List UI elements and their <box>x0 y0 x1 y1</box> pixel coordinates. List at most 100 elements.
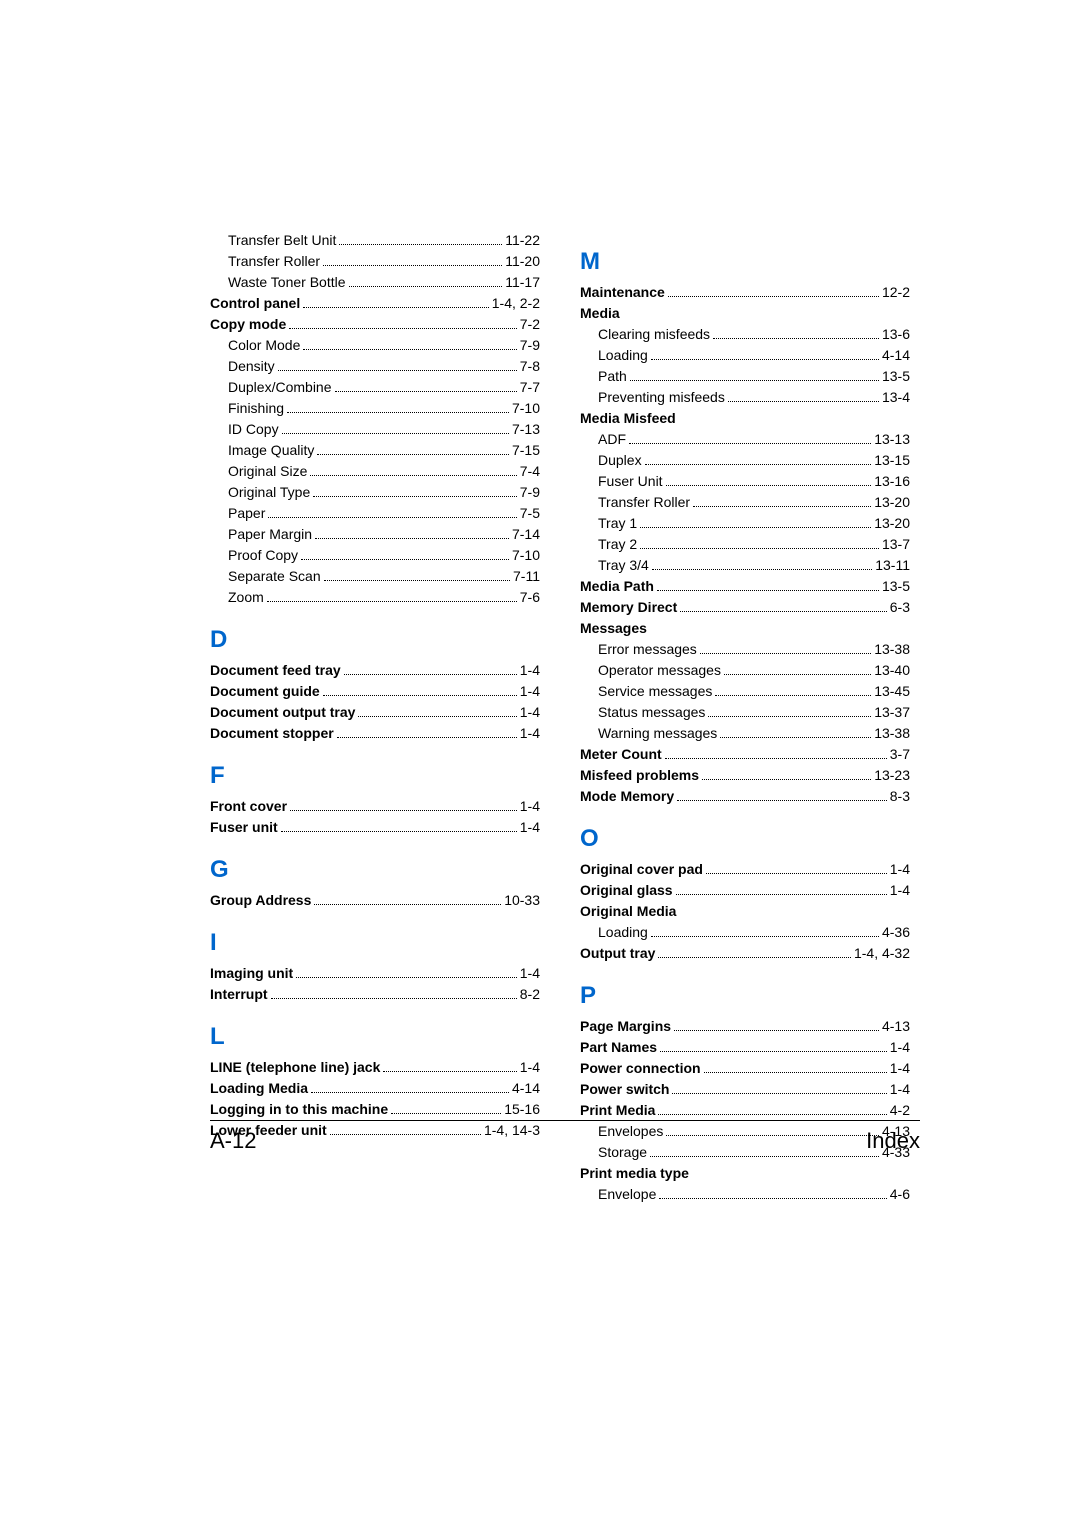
entry-label: Document feed tray <box>210 660 341 681</box>
section-letter: L <box>210 1023 540 1051</box>
entry-label: Service messages <box>598 681 712 702</box>
index-entry: Duplex/Combine7-7 <box>210 377 540 398</box>
leader-dots <box>704 1072 887 1073</box>
leader-dots <box>296 977 517 978</box>
leader-dots <box>651 936 879 937</box>
index-entry: Fuser Unit13-16 <box>580 471 910 492</box>
leader-dots <box>651 359 879 360</box>
index-entry: LINE (telephone line) jack1-4 <box>210 1057 540 1078</box>
entry-page: 11-22 <box>505 230 540 251</box>
entry-page: 1-4 <box>890 1079 910 1100</box>
leader-dots <box>660 1051 887 1052</box>
entry-label: Logging in to this machine <box>210 1099 388 1120</box>
entry-page: 15-16 <box>504 1099 540 1120</box>
leader-dots <box>680 611 887 612</box>
entry-page: 13-37 <box>874 702 910 723</box>
entry-page: 1-4 <box>890 1058 910 1079</box>
index-entry: Power connection1-4 <box>580 1058 910 1079</box>
index-entry: Part Names 1-4 <box>580 1037 910 1058</box>
entry-label: Finishing <box>228 398 284 419</box>
entry-label: ID Copy <box>228 419 279 440</box>
leader-dots <box>652 569 872 570</box>
index-entry: Logging in to this machine 15-16 <box>210 1099 540 1120</box>
entry-label: Media <box>580 303 620 324</box>
leader-dots <box>337 737 517 738</box>
leader-dots <box>282 433 509 434</box>
index-entry: Transfer Belt Unit11-22 <box>210 230 540 251</box>
index-entry: Loading4-14 <box>580 345 910 366</box>
entry-page: 1-4 <box>890 1037 910 1058</box>
entry-page: 7-13 <box>512 419 540 440</box>
entry-page: 7-7 <box>520 377 540 398</box>
index-entry: Transfer Roller13-20 <box>580 492 910 513</box>
leader-dots <box>668 296 879 297</box>
leader-dots <box>323 695 517 696</box>
leader-dots <box>640 527 871 528</box>
leader-dots <box>640 548 879 549</box>
entry-label: Media Path <box>580 576 654 597</box>
entry-label: Meter Count <box>580 744 662 765</box>
entry-label: Messages <box>580 618 647 639</box>
entry-label: Transfer Roller <box>598 492 690 513</box>
entry-page: 12-2 <box>882 282 910 303</box>
entry-page: 1-4 <box>520 660 540 681</box>
entry-label: Paper <box>228 503 265 524</box>
index-entry: Operator messages13-40 <box>580 660 910 681</box>
section-letter: M <box>580 248 910 276</box>
entry-label: Memory Direct <box>580 597 677 618</box>
entry-label: Misfeed problems <box>580 765 699 786</box>
entry-label: Original glass <box>580 880 673 901</box>
entry-page: 7-15 <box>512 440 540 461</box>
index-entry: Original cover pad 1-4 <box>580 859 910 880</box>
leader-dots <box>658 1114 886 1115</box>
leader-dots <box>629 443 871 444</box>
entry-label: Print media type <box>580 1163 689 1184</box>
entry-page: 1-4 <box>520 681 540 702</box>
entry-label: Loading <box>598 922 648 943</box>
entry-page: 7-6 <box>520 587 540 608</box>
entry-label: Original cover pad <box>580 859 703 880</box>
index-entry: Tray 113-20 <box>580 513 910 534</box>
entry-label: Tray 1 <box>598 513 637 534</box>
index-entry: Loading Media4-14 <box>210 1078 540 1099</box>
leader-dots <box>358 716 516 717</box>
index-entry: Zoom7-6 <box>210 587 540 608</box>
index-entry: Document stopper1-4 <box>210 723 540 744</box>
leader-dots <box>278 370 517 371</box>
entry-page: 1-4 <box>520 1057 540 1078</box>
entry-page: 4-6 <box>890 1184 910 1205</box>
entry-page: 1-4 <box>890 859 910 880</box>
index-entry: Output tray1-4, 4-32 <box>580 943 910 964</box>
footer-rule <box>210 1120 920 1121</box>
entry-page: 13-38 <box>874 639 910 660</box>
index-entry: Document guide1-4 <box>210 681 540 702</box>
entry-page: 7-9 <box>520 335 540 356</box>
entry-page: 11-20 <box>505 251 540 272</box>
section-letter: F <box>210 762 540 790</box>
leader-dots <box>289 328 517 329</box>
entry-label: Transfer Roller <box>228 251 320 272</box>
entry-label: Density <box>228 356 275 377</box>
leader-dots <box>391 1113 501 1114</box>
entry-page: 4-36 <box>882 922 910 943</box>
left-column: Transfer Belt Unit11-22Transfer Roller 11… <box>210 230 540 1205</box>
entry-label: Proof Copy <box>228 545 298 566</box>
entry-label: Document stopper <box>210 723 334 744</box>
entry-label: Page Margins <box>580 1016 671 1037</box>
index-entry: Waste Toner Bottle11-17 <box>210 272 540 293</box>
page-number: A-12 <box>210 1128 256 1154</box>
index-entry: Original Size7-4 <box>210 461 540 482</box>
leader-dots <box>700 653 871 654</box>
entry-label: Path <box>598 366 627 387</box>
entry-page: 7-11 <box>513 566 540 587</box>
leader-dots <box>268 517 516 518</box>
entry-label: ADF <box>598 429 626 450</box>
index-entry: Service messages13-45 <box>580 681 910 702</box>
entry-page: 1-4, 4-32 <box>854 943 910 964</box>
leader-dots <box>728 401 879 402</box>
leader-dots <box>715 695 871 696</box>
entry-page: 7-10 <box>512 398 540 419</box>
index-entry: Imaging unit1-4 <box>210 963 540 984</box>
entry-label: Part Names <box>580 1037 657 1058</box>
entry-label: Interrupt <box>210 984 268 1005</box>
